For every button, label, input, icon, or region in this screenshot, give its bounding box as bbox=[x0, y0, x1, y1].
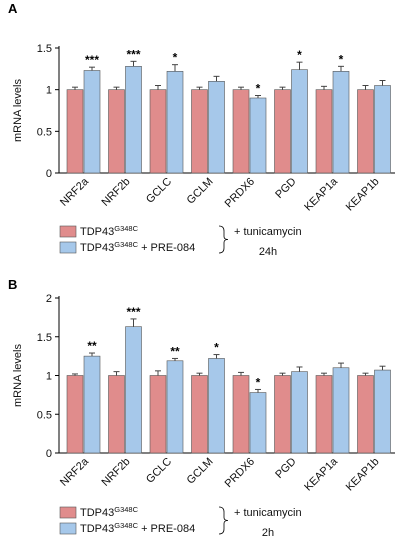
legend-label-2: TDP43G348C + PRE-084 bbox=[80, 240, 195, 254]
category-label: NRF2b bbox=[99, 176, 132, 209]
y-tick-label: 1 bbox=[46, 85, 52, 97]
category-label: GCLC bbox=[144, 456, 174, 486]
legend-swatch-1 bbox=[59, 506, 77, 519]
significance-label: *** bbox=[126, 47, 140, 61]
bar-keap1a-s2 bbox=[332, 367, 350, 454]
y-tick-label: 1.5 bbox=[37, 332, 52, 344]
bar-gclm-s1 bbox=[191, 89, 208, 174]
significance-label: * bbox=[297, 48, 302, 62]
category-label: NRF2a bbox=[58, 455, 92, 489]
treatment-label: + tunicamycin bbox=[234, 507, 302, 519]
bar-nrf2a-s2 bbox=[83, 70, 101, 174]
category-label: KEAP1b bbox=[344, 456, 382, 494]
significance-label: * bbox=[214, 341, 219, 355]
bar-nrf2a-s1 bbox=[66, 89, 84, 174]
bar-gclm-s1 bbox=[191, 375, 208, 454]
category-label: PRDX6 bbox=[223, 176, 257, 210]
bar-prdx6-s2 bbox=[249, 97, 267, 174]
legend-label-1: TDP43G348C bbox=[80, 224, 139, 238]
bar-gclc-s1 bbox=[149, 375, 167, 454]
bar-keap1b-s2 bbox=[374, 85, 391, 174]
bar-keap1a-s2 bbox=[332, 71, 350, 174]
legend-label-1: TDP43G348C bbox=[80, 505, 139, 519]
bar-keap1b-s2 bbox=[374, 369, 391, 454]
bar-gclm-s2 bbox=[208, 81, 225, 174]
bar-nrf2b-s1 bbox=[108, 375, 125, 454]
bar-keap1b-s1 bbox=[357, 375, 374, 454]
legend-label-2: TDP43G348C + PRE-084 bbox=[80, 521, 195, 535]
significance-label: * bbox=[339, 52, 344, 66]
category-label: NRF2a bbox=[58, 175, 92, 209]
y-tick-label: 2 bbox=[46, 293, 52, 305]
y-axis-label: mRNA levels bbox=[12, 344, 24, 407]
time-label: 2h bbox=[262, 527, 274, 539]
bar-keap1b-s1 bbox=[357, 89, 374, 174]
category-label: PGD bbox=[273, 456, 298, 481]
category-label: GCLC bbox=[144, 176, 174, 206]
category-label: PGD bbox=[273, 176, 298, 201]
bar-nrf2b-s2 bbox=[125, 326, 142, 454]
bar-prdx6-s1 bbox=[232, 375, 250, 454]
time-label: 24h bbox=[259, 246, 277, 258]
y-tick-label: 0 bbox=[46, 448, 52, 460]
bar-gclc-s2 bbox=[166, 71, 184, 174]
bar-prdx6-s2 bbox=[249, 392, 267, 454]
bar-nrf2a-s1 bbox=[66, 375, 84, 454]
legend-swatch-1 bbox=[59, 225, 77, 238]
category-label: KEAP1a bbox=[302, 175, 341, 214]
bar-nrf2a-s2 bbox=[83, 355, 101, 454]
bar-nrf2b-s1 bbox=[108, 89, 125, 174]
bar-pgd-s2 bbox=[291, 69, 308, 174]
legend-brace bbox=[218, 506, 229, 535]
panel-letter: A bbox=[8, 1, 18, 16]
bar-pgd-s1 bbox=[274, 375, 291, 454]
bar-pgd-s2 bbox=[291, 371, 308, 454]
y-tick-label: 0 bbox=[46, 168, 52, 180]
bar-keap1a-s1 bbox=[315, 375, 333, 454]
bar-pgd-s1 bbox=[274, 89, 291, 174]
category-label: PRDX6 bbox=[223, 456, 257, 490]
panel-letter: B bbox=[8, 277, 17, 292]
legend-brace bbox=[218, 225, 229, 254]
legend-swatch-2 bbox=[59, 241, 77, 254]
category-label: KEAP1a bbox=[302, 455, 341, 494]
y-tick-label: 0.5 bbox=[37, 126, 52, 138]
category-label: NRF2b bbox=[99, 456, 132, 489]
legend: TDP43G348C TDP43G348C + PRE-084 + tunicamy… bbox=[59, 224, 302, 258]
bar-gclm-s2 bbox=[208, 358, 225, 454]
bar-gclc-s1 bbox=[149, 89, 167, 174]
category-label: KEAP1b bbox=[344, 176, 382, 214]
bar-prdx6-s1 bbox=[232, 89, 250, 174]
significance-label: ** bbox=[170, 344, 180, 358]
bar-keap1a-s1 bbox=[315, 89, 333, 174]
y-tick-label: 0.5 bbox=[37, 409, 52, 421]
significance-label: * bbox=[256, 375, 261, 389]
significance-label: * bbox=[256, 82, 261, 96]
y-tick-label: 1.5 bbox=[37, 43, 52, 55]
significance-label: ** bbox=[87, 339, 97, 353]
significance-label: *** bbox=[85, 53, 99, 67]
y-tick-label: 1 bbox=[46, 371, 52, 383]
bar-gclc-s2 bbox=[166, 360, 184, 454]
bar-nrf2b-s2 bbox=[125, 66, 142, 174]
legend-swatch-2 bbox=[59, 522, 77, 535]
y-axis-label: mRNA levels bbox=[12, 79, 24, 142]
significance-label: *** bbox=[126, 305, 140, 319]
category-label: GCLM bbox=[185, 176, 216, 207]
significance-label: * bbox=[173, 51, 178, 65]
category-label: GCLM bbox=[185, 456, 216, 487]
treatment-label: + tunicamycin bbox=[234, 226, 302, 238]
legend: TDP43G348C TDP43G348C + PRE-084 + tunicamy… bbox=[59, 505, 302, 539]
